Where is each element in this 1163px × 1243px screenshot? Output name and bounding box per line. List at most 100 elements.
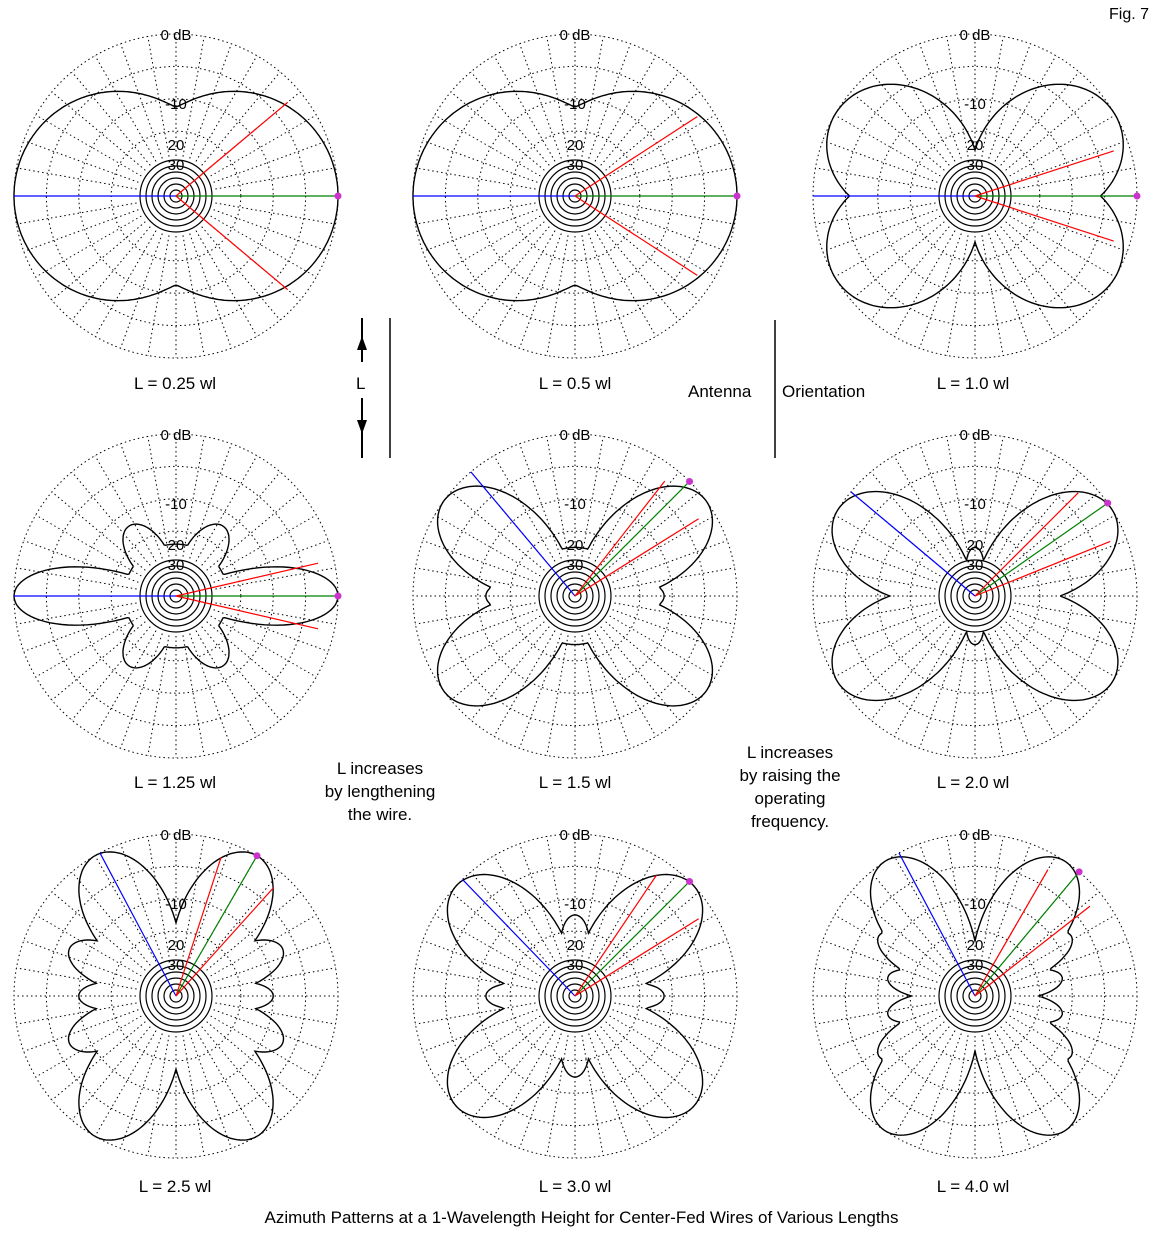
grid-spoke bbox=[870, 71, 950, 166]
grid-spoke bbox=[201, 871, 281, 966]
grid-spoke bbox=[588, 1033, 631, 1149]
grid-spoke bbox=[850, 891, 945, 971]
grid-spoke bbox=[893, 230, 956, 337]
grid-spoke bbox=[1014, 202, 1135, 225]
grid-spoke bbox=[189, 233, 232, 349]
grid-ring bbox=[509, 930, 641, 1062]
ring-label-0db: 0 dB bbox=[560, 27, 591, 44]
inner-ring bbox=[151, 971, 201, 1021]
ring-label-10: -10 bbox=[165, 96, 187, 113]
blue-direction-line bbox=[850, 491, 976, 597]
grid-spoke bbox=[470, 871, 550, 966]
ring-label-0db: 0 dB bbox=[960, 427, 991, 444]
grid-spoke bbox=[946, 235, 969, 356]
red-direction-line bbox=[574, 518, 699, 597]
ring-label-20: 20 bbox=[567, 137, 584, 154]
radiation-pattern bbox=[869, 856, 1081, 1136]
grid-spoke bbox=[51, 891, 146, 971]
green-direction-line bbox=[974, 871, 1080, 997]
ring-label-20: 20 bbox=[967, 537, 984, 554]
inner-ring bbox=[145, 965, 207, 1027]
grid-spoke bbox=[195, 630, 258, 737]
polar-plot-4: 0 dB -10 20 30 bbox=[412, 427, 738, 759]
note-lengthening: L increases by lengthening the wire. bbox=[300, 757, 460, 826]
inner-ring bbox=[568, 589, 582, 603]
grid-spoke bbox=[493, 630, 556, 737]
ring-label-30: 30 bbox=[967, 557, 984, 574]
note-left-line-1: L increases bbox=[336, 759, 424, 778]
grid-spoke bbox=[605, 891, 700, 971]
grid-spoke bbox=[215, 567, 336, 590]
grid-spoke bbox=[850, 91, 945, 171]
inner-ring bbox=[538, 959, 612, 1033]
figure-caption: Azimuth Patterns at a 1-Wavelength Heigh… bbox=[264, 1208, 899, 1227]
panel-label-4: L = 1.5 wl bbox=[538, 773, 612, 792]
polar-plot-8: 0 dB -10 20 30 bbox=[812, 827, 1138, 1159]
grid-spoke bbox=[834, 914, 941, 977]
note-right-line-4: frequency. bbox=[750, 812, 830, 831]
ring-label-0db: 0 dB bbox=[960, 27, 991, 44]
polar-plot-0: 0 dB -10 20 30 bbox=[13, 27, 342, 359]
grid-spoke bbox=[415, 167, 536, 190]
grid-spoke bbox=[815, 602, 936, 625]
grid-spoke bbox=[588, 633, 631, 749]
grid-spoke bbox=[594, 55, 657, 162]
inner-ring bbox=[568, 989, 582, 1003]
grid-spoke bbox=[988, 1033, 1031, 1149]
grid-spoke bbox=[195, 55, 258, 162]
grid-spoke bbox=[1014, 1002, 1135, 1025]
grid-spoke bbox=[415, 967, 536, 990]
grid-spoke bbox=[450, 891, 545, 971]
grid-ring bbox=[477, 498, 673, 694]
red-direction-line bbox=[175, 562, 319, 597]
grid-spoke bbox=[415, 202, 536, 225]
grid-spoke bbox=[1000, 226, 1080, 321]
grid-spoke bbox=[71, 626, 151, 721]
note-right-line-3: operating bbox=[754, 789, 826, 808]
red-direction-line bbox=[175, 887, 275, 997]
grid-spoke bbox=[71, 471, 151, 566]
orientation-word-orientation: Orientation bbox=[782, 382, 866, 401]
red-direction-line bbox=[574, 874, 658, 997]
ring-label-20: 20 bbox=[567, 937, 584, 954]
inner-ring bbox=[139, 959, 213, 1033]
ring-label-20: 20 bbox=[168, 537, 185, 554]
grid-spoke bbox=[201, 471, 281, 566]
inner-ring bbox=[938, 559, 1012, 633]
grid-spoke bbox=[195, 230, 258, 337]
grid-spoke bbox=[605, 221, 700, 301]
grid-spoke bbox=[434, 914, 541, 977]
orientation-word-antenna: Antenna bbox=[688, 382, 752, 401]
grid-ring bbox=[877, 498, 1073, 694]
grid-spoke bbox=[994, 55, 1057, 162]
grid-spoke bbox=[51, 621, 146, 701]
grid-spoke bbox=[201, 626, 281, 721]
grid-spoke bbox=[470, 226, 550, 321]
panel-label-5: L = 2.0 wl bbox=[936, 773, 1010, 792]
grid-spoke bbox=[215, 202, 336, 225]
grid-spoke bbox=[206, 621, 301, 701]
inner-ring bbox=[968, 989, 982, 1003]
grid-spoke bbox=[609, 215, 716, 278]
grid-ring bbox=[844, 865, 1106, 1127]
grid-spoke bbox=[434, 514, 541, 577]
inner-ring bbox=[956, 977, 994, 1015]
ring-label-30: 30 bbox=[168, 957, 185, 974]
grid-spoke bbox=[1005, 621, 1100, 701]
grid-spoke bbox=[605, 1021, 700, 1101]
max-gain-marker bbox=[686, 877, 694, 885]
grid-spoke bbox=[71, 226, 151, 321]
grid-spoke bbox=[35, 914, 142, 977]
red-direction-line bbox=[175, 595, 319, 630]
red-direction-line bbox=[974, 195, 1114, 242]
grid-spoke bbox=[71, 871, 151, 966]
grid-spoke bbox=[594, 230, 657, 337]
grid-spoke bbox=[189, 633, 232, 749]
grid-spoke bbox=[609, 114, 716, 177]
grid-spoke bbox=[35, 1015, 142, 1078]
grid-spoke bbox=[35, 114, 142, 177]
grid-spoke bbox=[850, 221, 945, 301]
grid-spoke bbox=[120, 1033, 163, 1149]
grid-spoke bbox=[195, 455, 258, 562]
red-direction-line bbox=[175, 101, 289, 197]
